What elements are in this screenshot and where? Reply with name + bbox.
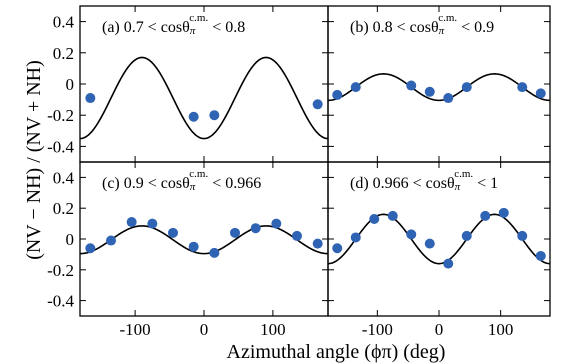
- data-point: [332, 243, 343, 254]
- data-point: [406, 229, 417, 240]
- x-tick-label: 0: [200, 320, 209, 339]
- panel-d: -100 0 100 (d) 0.966 < cosθπc.m. < 1: [327, 161, 551, 339]
- y-tick-label: -0.2: [47, 261, 74, 280]
- fit-curve: [79, 225, 329, 255]
- data-point: [85, 93, 96, 104]
- data-point: [292, 230, 302, 241]
- y-tick-label: -0.4: [47, 137, 74, 156]
- data-point: [535, 250, 546, 261]
- data-point: [535, 88, 546, 99]
- y-tick-label: 0.2: [53, 199, 74, 218]
- data-point: [517, 82, 528, 93]
- data-point: [209, 110, 220, 121]
- x-tick-label: -100: [362, 320, 393, 339]
- data-point: [498, 207, 509, 218]
- data-point: [517, 230, 528, 241]
- fit-curve: [327, 213, 551, 265]
- data-point: [461, 82, 472, 93]
- data-point: [406, 80, 417, 91]
- data-point: [443, 93, 454, 104]
- data-point: [271, 218, 282, 229]
- data-point: [188, 241, 199, 252]
- x-tick-label: 100: [260, 320, 286, 339]
- data-point: [332, 89, 343, 100]
- data-point: [387, 210, 398, 221]
- panel-a-label: (a) 0.7 < cosθπc.m. < 0.8: [102, 12, 245, 37]
- data-point: [250, 223, 261, 234]
- y-tick-label: 0.4: [53, 168, 75, 187]
- data-point: [209, 247, 220, 258]
- data-point: [350, 232, 361, 243]
- panel-d-label: (d) 0.966 < cosθπc.m. < 1: [350, 168, 498, 193]
- y-tick-label: 0: [66, 75, 75, 94]
- data-point: [230, 227, 240, 238]
- data-point: [480, 210, 491, 221]
- y-axis-label-text: (NV − NH) / (NV + NH): [23, 60, 45, 260]
- panel-a: 0.4 0.2 0 -0.2 -0.4 (a) 0.7 < cosθπc.m. < 0.8: [47, 5, 329, 163]
- data-point: [312, 238, 323, 249]
- y-tick-label: 0: [66, 230, 75, 249]
- y-tick-label: 0.4: [53, 13, 75, 32]
- data-point: [106, 235, 116, 246]
- fit-curve: [327, 73, 551, 102]
- data-point: [443, 258, 454, 269]
- x-tick-label: 100: [488, 320, 514, 339]
- x-tick-label: 0: [435, 320, 444, 339]
- data-point: [312, 99, 323, 110]
- y-tick-label: -0.2: [47, 106, 74, 125]
- data-point: [126, 217, 137, 228]
- panel-c-label: (c) 0.9 < cosθπc.m. < 0.966: [102, 168, 261, 193]
- panel-b-label: (b) 0.8 < cosθπc.m. < 0.9: [350, 12, 494, 37]
- y-axis-label: (NV − NH) / (NV + NH): [23, 60, 45, 260]
- data-point: [369, 213, 380, 224]
- y-tick-label: 0.2: [53, 44, 74, 63]
- data-point: [85, 243, 96, 254]
- x-axis-label: Azimuthal angle (ϕπ) (deg): [227, 341, 446, 363]
- data-point: [461, 230, 472, 241]
- data-point: [147, 218, 158, 229]
- x-axis-label-text: Azimuthal angle (ϕπ) (deg): [227, 341, 446, 363]
- y-tick-label: -0.4: [47, 292, 74, 311]
- panel-c: 0.4 0.2 0 -0.2 -0.4 -100 0 100 (c) 0.9 < cosθπc.…: [47, 161, 329, 339]
- data-point: [424, 238, 435, 249]
- x-tick-label: -100: [120, 320, 151, 339]
- panel-b: (b) 0.8 < cosθπc.m. < 0.9: [327, 5, 551, 163]
- fit-curve: [79, 56, 329, 140]
- data-point: [168, 227, 178, 238]
- data-point: [424, 86, 435, 97]
- data-point: [188, 111, 199, 122]
- data-point: [350, 82, 361, 93]
